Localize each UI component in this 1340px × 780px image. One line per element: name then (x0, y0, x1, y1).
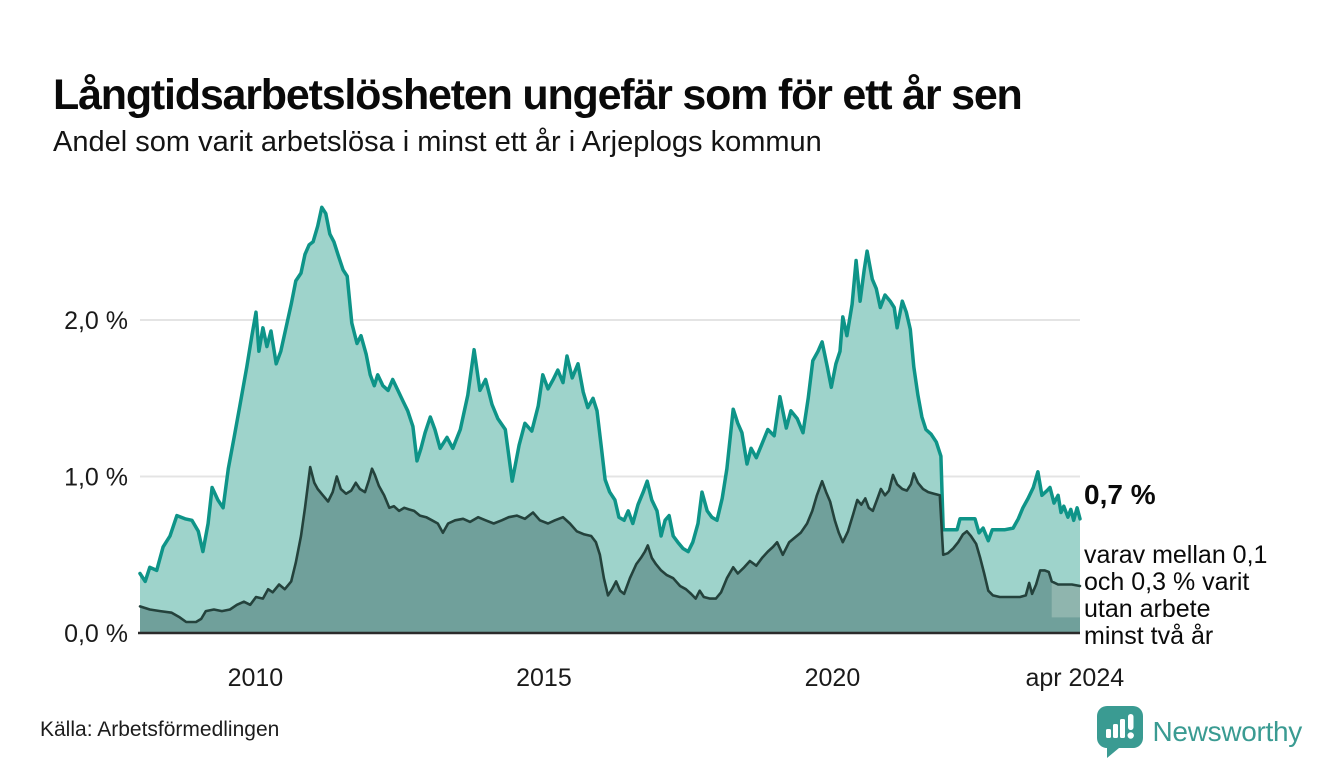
annotation-line: utan arbete (1084, 595, 1211, 623)
line-minst-tva-ar (138, 465, 1082, 624)
annotation-line: varav mellan 0,1 (1084, 541, 1268, 569)
y-axis-tick-label: 2,0 % (64, 307, 128, 335)
source-note: Källa: Arbetsförmedlingen (40, 718, 280, 741)
x-axis-tick-label: 2015 (516, 664, 572, 692)
newsworthy-logo-text: Newsworthy (1152, 716, 1303, 747)
x-axis-tick-label: 2010 (228, 664, 284, 692)
line-minst-ett-ar (138, 205, 1082, 584)
x-axis-tick-label: 2020 (805, 664, 861, 692)
page-title: Långtidsarbetslösheten ungefär som för e… (53, 70, 1023, 119)
area-minst-tva-ar (140, 467, 1080, 633)
annotation-line: minst två år (1084, 622, 1214, 650)
y-axis-tick-label: 1,0 % (64, 464, 128, 492)
y-axis-tick-label: 0,0 % (64, 620, 128, 648)
newsworthy-logo-icon (1096, 706, 1143, 758)
newsworthy-logo: Newsworthy (1096, 706, 1303, 758)
end-value-annotation: 0,7 % varav mellan 0,1 och 0,3 % varit u… (1084, 479, 1334, 650)
uncertainty-band (1051, 581, 1080, 618)
annotation-line: och 0,3 % varit (1084, 568, 1250, 596)
chart-subtitle: Andel som varit arbetslösa i minst ett å… (53, 126, 822, 158)
x-axis-tick-label: apr 2024 (1025, 664, 1124, 692)
end-value-label: 0,7 % (1084, 479, 1156, 510)
